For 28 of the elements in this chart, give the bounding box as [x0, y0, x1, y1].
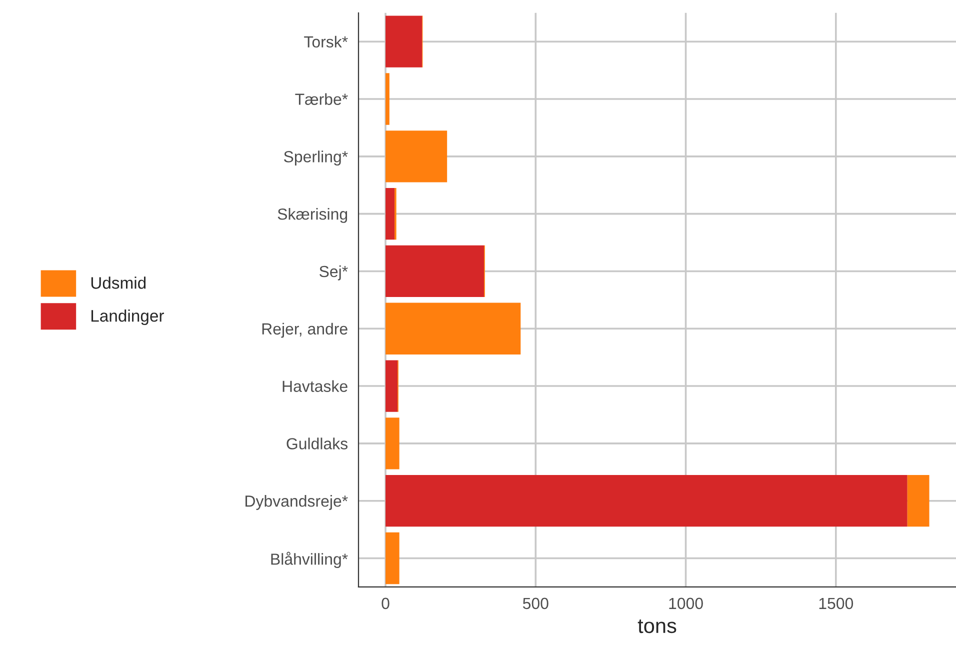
- y-tick-label: Skærising: [278, 208, 348, 223]
- bar: [386, 532, 400, 584]
- y-tick-label: Torsk*: [304, 36, 348, 48]
- bar: [386, 418, 400, 470]
- bar: [386, 245, 484, 298]
- legend-label: Landinger: [91, 310, 164, 326]
- bar: [386, 475, 908, 527]
- y-tick-label: Blåhvilling*: [271, 552, 348, 568]
- bar: [386, 302, 521, 354]
- legend-label: Udsmid: [91, 276, 146, 289]
- x-tick-label: 500: [522, 598, 548, 610]
- x-tick-label: 1500: [819, 598, 854, 610]
- y-tick-label: Sej*: [320, 265, 348, 280]
- bar: [386, 188, 395, 240]
- x-tick-label: 1000: [669, 598, 703, 610]
- bar: [386, 360, 398, 412]
- y-tick-label: Guldlaks: [286, 438, 348, 450]
- y-tick-label: Sperling*: [284, 150, 348, 166]
- y-tick-label: Havtaske: [282, 380, 348, 392]
- bar: [386, 130, 448, 182]
- x-tick-label: 0: [382, 598, 390, 610]
- bar: [386, 73, 390, 125]
- bar: [386, 16, 422, 68]
- y-tick-label: Dybvandsreje*: [246, 495, 348, 510]
- x-axis-title: tons: [638, 619, 676, 634]
- bar: [907, 475, 930, 527]
- y-tick-label: Rejer, andre: [262, 322, 348, 338]
- y-tick-label: Tærbe*: [295, 93, 348, 105]
